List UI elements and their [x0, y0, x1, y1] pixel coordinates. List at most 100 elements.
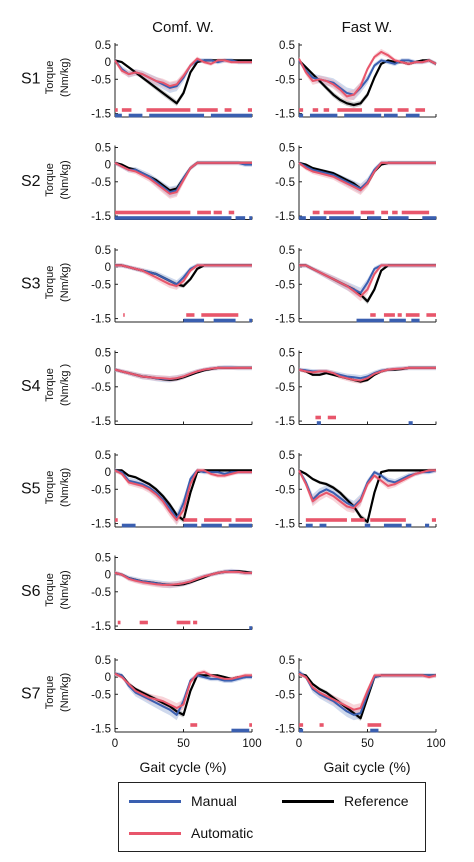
y-tick-label-s6-comf: 0: [105, 570, 111, 582]
legend-item-automatic: Automatic: [129, 825, 253, 841]
panel-s4-fast: 0.5 0 -0.5 -1.5: [275, 348, 437, 428]
mark-automatic-s2-comf: [213, 210, 222, 215]
y-tick-label-s3-fast: -0.5: [275, 279, 295, 291]
mark-manual-s5-comf: [121, 523, 136, 528]
panel-s5-comf: 0.5 0 -0.5 -1.5: [91, 450, 253, 531]
panel-s2-comf: 0.5 0 -0.5 -1.5: [91, 143, 253, 223]
legend-label-automatic: Automatic: [191, 825, 254, 841]
row-label-s1: S1: [21, 70, 41, 87]
line-automatic-s4-fast: [298, 366, 436, 382]
mark-manual-s5-fast: [319, 523, 327, 528]
y-tick-label-s1-fast: 0: [289, 57, 295, 69]
mark-manual-s3-fast: [389, 318, 406, 323]
legend-item-manual: Manual: [129, 793, 237, 809]
x-tick-label-s7-comf: 100: [242, 738, 261, 750]
panel-s3-fast: 0.5 0 -0.5 -1.5: [275, 245, 437, 326]
mark-manual-s3-fast: [356, 318, 384, 323]
mark-manual-s1-fast: [344, 113, 382, 118]
mark-automatic-s1-fast: [337, 108, 363, 112]
band-automatic-s4-fast: [299, 365, 436, 384]
mark-automatic-s2-fast: [312, 210, 320, 215]
x-tick-label-s7-comf: 50: [177, 738, 190, 750]
y-tick-label-s1-fast: -1.5: [275, 109, 295, 121]
y-tick-label-s7-comf: 0: [105, 672, 111, 684]
line-automatic-s2-comf: [114, 161, 252, 195]
mark-automatic-s6-comf: [139, 620, 148, 625]
mark-manual-s6-comf: [249, 626, 252, 630]
legend-swatch-automatic: [129, 831, 181, 835]
y-tick-label-s5-comf: -0.5: [91, 484, 111, 496]
y-tick-label-s4-comf: -1.5: [91, 416, 111, 428]
band-automatic-s3-fast: [299, 263, 436, 302]
y-tick-label-s5-comf: -1.5: [91, 519, 111, 531]
mark-manual-s5-comf: [228, 523, 252, 528]
mark-automatic-s1-fast: [397, 108, 409, 112]
mark-automatic-s5-fast: [370, 518, 406, 522]
x-tick-label-s7-fast: 0: [296, 738, 302, 750]
row-label-s7: S7: [21, 685, 41, 702]
mark-automatic-s1-fast: [323, 108, 330, 112]
y-tick-label-s7-fast: -1.5: [275, 724, 295, 736]
mark-manual-s2-fast: [422, 216, 436, 220]
mark-automatic-s7-comf: [190, 723, 198, 727]
mark-automatic-s5-comf: [204, 518, 232, 522]
y-tick-label-s6-comf: -0.5: [91, 587, 111, 599]
y-tick-label-s5-fast: 0.5: [279, 450, 295, 462]
band-automatic-s2-fast: [299, 160, 436, 195]
legend-swatch-manual: [129, 799, 181, 803]
line-automatic-s6-comf: [114, 570, 252, 586]
x-tick-label-s7-fast: 50: [361, 738, 374, 750]
y-axis-label-s1-line2: (Nm/kg): [59, 58, 71, 97]
band-manual-s3-comf: [115, 263, 252, 289]
line-automatic-s3-fast: [299, 264, 436, 298]
mark-automatic-s5-fast: [305, 518, 347, 522]
panel-s1-comf: 0.5 0 -0.5 -1.5: [91, 40, 253, 121]
y-tick-label-s3-fast: -1.5: [275, 314, 295, 326]
y-tick-label-s5-fast: -1.5: [275, 519, 295, 531]
line-automatic-s4-comf: [114, 366, 252, 380]
mark-manual-s2-fast: [367, 216, 382, 220]
panel-s3-comf: 0.5 0 -0.5 -1.5: [91, 245, 253, 326]
mark-automatic-s1-comf: [247, 108, 252, 112]
mark-manual-s3-comf: [183, 318, 205, 323]
y-axis-label-s6-line1: Torque: [44, 573, 56, 607]
y-axis-label-s4-line1: Torque: [44, 368, 56, 402]
y-tick-label-s5-comf: 0: [105, 467, 111, 479]
mark-automatic-s7-fast: [319, 723, 324, 727]
y-tick-label-s3-fast: 0.5: [279, 245, 295, 257]
y-tick-label-s4-comf: 0: [105, 365, 111, 377]
line-reference-s5-fast: [298, 469, 436, 524]
legend-label-reference: Reference: [344, 793, 409, 809]
mark-manual-s5-fast: [364, 523, 371, 528]
mark-automatic-s2-comf: [228, 210, 235, 215]
mark-automatic-s7-fast: [299, 723, 304, 727]
y-axis-label-s7-line2: (Nm/kg): [59, 673, 71, 712]
y-tick-label-s6-comf: -1.5: [91, 621, 111, 633]
y-tick-label-s2-comf: -1.5: [91, 211, 111, 223]
mark-manual-s2-comf: [115, 216, 232, 220]
mark-manual-s1-fast: [309, 113, 338, 118]
panel-s6-comf: 0.5 0 -0.5 -1.5: [91, 553, 253, 633]
mark-manual-s1-comf: [149, 113, 205, 118]
mark-automatic-s7-comf: [249, 723, 252, 727]
y-tick-label-s3-comf: -0.5: [91, 279, 111, 291]
y-axis-label-s1-line1: Torque: [44, 61, 56, 95]
y-tick-label-s2-fast: -0.5: [275, 177, 295, 189]
mark-automatic-s6-comf: [117, 620, 121, 625]
line-automatic-s2-fast: [298, 161, 436, 192]
mark-manual-s5-fast: [425, 523, 430, 528]
line-automatic-s1-fast: [298, 50, 437, 98]
line-manual-s5-comf: [114, 469, 252, 520]
line-automatic-s5-fast: [298, 469, 436, 510]
mark-manual-s1-comf: [115, 113, 122, 118]
mark-automatic-s3-comf: [186, 313, 195, 317]
mark-automatic-s5-comf: [235, 518, 252, 522]
mark-manual-s4-fast: [316, 421, 321, 425]
legend-item-reference: Reference: [282, 793, 409, 809]
x-tick-label-s7-fast: 100: [426, 738, 445, 750]
panel-s1-fast: 0.5 0 -0.5 -1.5: [275, 40, 437, 121]
y-axis-label-s2-line1: Torque: [44, 163, 56, 197]
y-tick-label-s1-fast: 0.5: [279, 40, 295, 52]
mark-manual-s1-comf: [210, 113, 252, 118]
